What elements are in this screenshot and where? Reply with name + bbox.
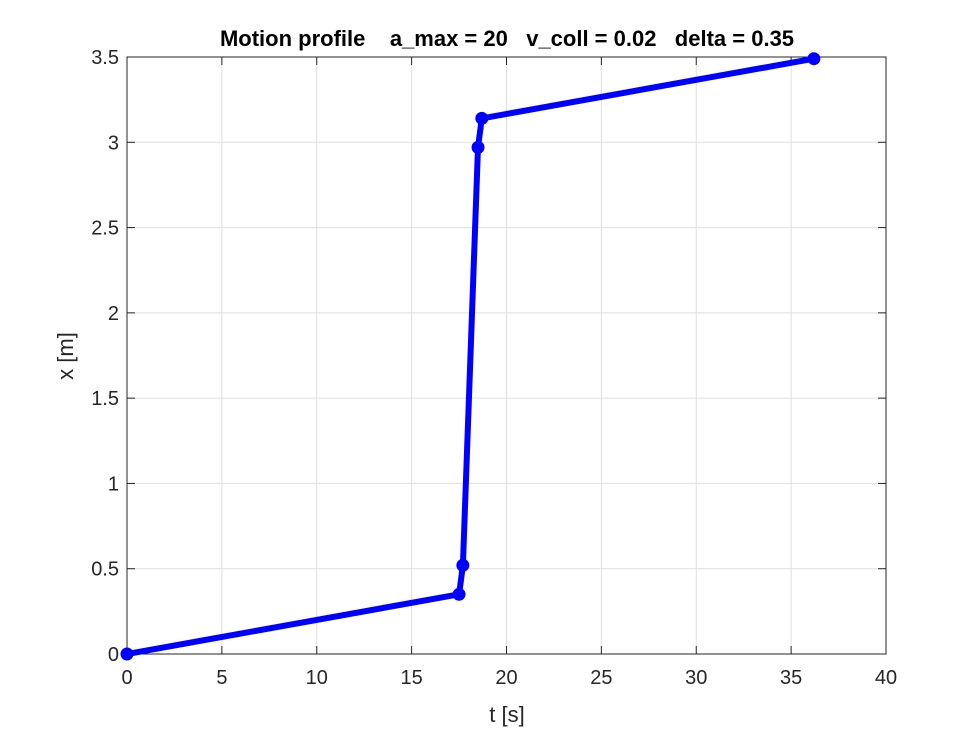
data-point (120, 647, 134, 661)
data-point (456, 558, 470, 572)
x-tick-label: 15 (401, 667, 423, 689)
y-tick-label: 1.5 (91, 388, 119, 410)
data-point (475, 111, 489, 125)
x-tick-label: 30 (685, 667, 707, 689)
x-tick-label: 20 (495, 667, 517, 689)
x-tick-label: 35 (780, 667, 802, 689)
y-tick-label: 1 (108, 473, 119, 495)
y-axis-label: x [m] (53, 332, 78, 380)
y-tick-label: 3.5 (91, 47, 119, 69)
x-tick-labels: 0 5 10 15 20 25 30 35 40 (121, 667, 897, 689)
y-tick-label: 2.5 (91, 218, 119, 240)
data-point (471, 140, 485, 154)
x-tick-label: 25 (590, 667, 612, 689)
x-tick-label: 10 (306, 667, 328, 689)
x-axis-label: t [s] (489, 702, 524, 727)
y-tick-label: 2 (108, 303, 119, 325)
y-tick-label: 0 (108, 644, 119, 666)
chart-title: Motion profile a_max = 20 v_coll = 0.02 … (220, 26, 794, 51)
y-tick-labels: 0 0.5 1 1.5 2 2.5 3 3.5 (91, 47, 119, 666)
x-tick-label: 0 (121, 667, 132, 689)
series-line (124, 55, 817, 657)
y-tick-label: 3 (108, 132, 119, 154)
series-layer (120, 52, 821, 661)
grid (127, 57, 886, 654)
data-point (807, 52, 821, 66)
y-tick-label: 0.5 (91, 559, 119, 581)
data-point (452, 587, 466, 601)
x-tick-label: 40 (875, 667, 897, 689)
x-tick-label: 5 (216, 667, 227, 689)
